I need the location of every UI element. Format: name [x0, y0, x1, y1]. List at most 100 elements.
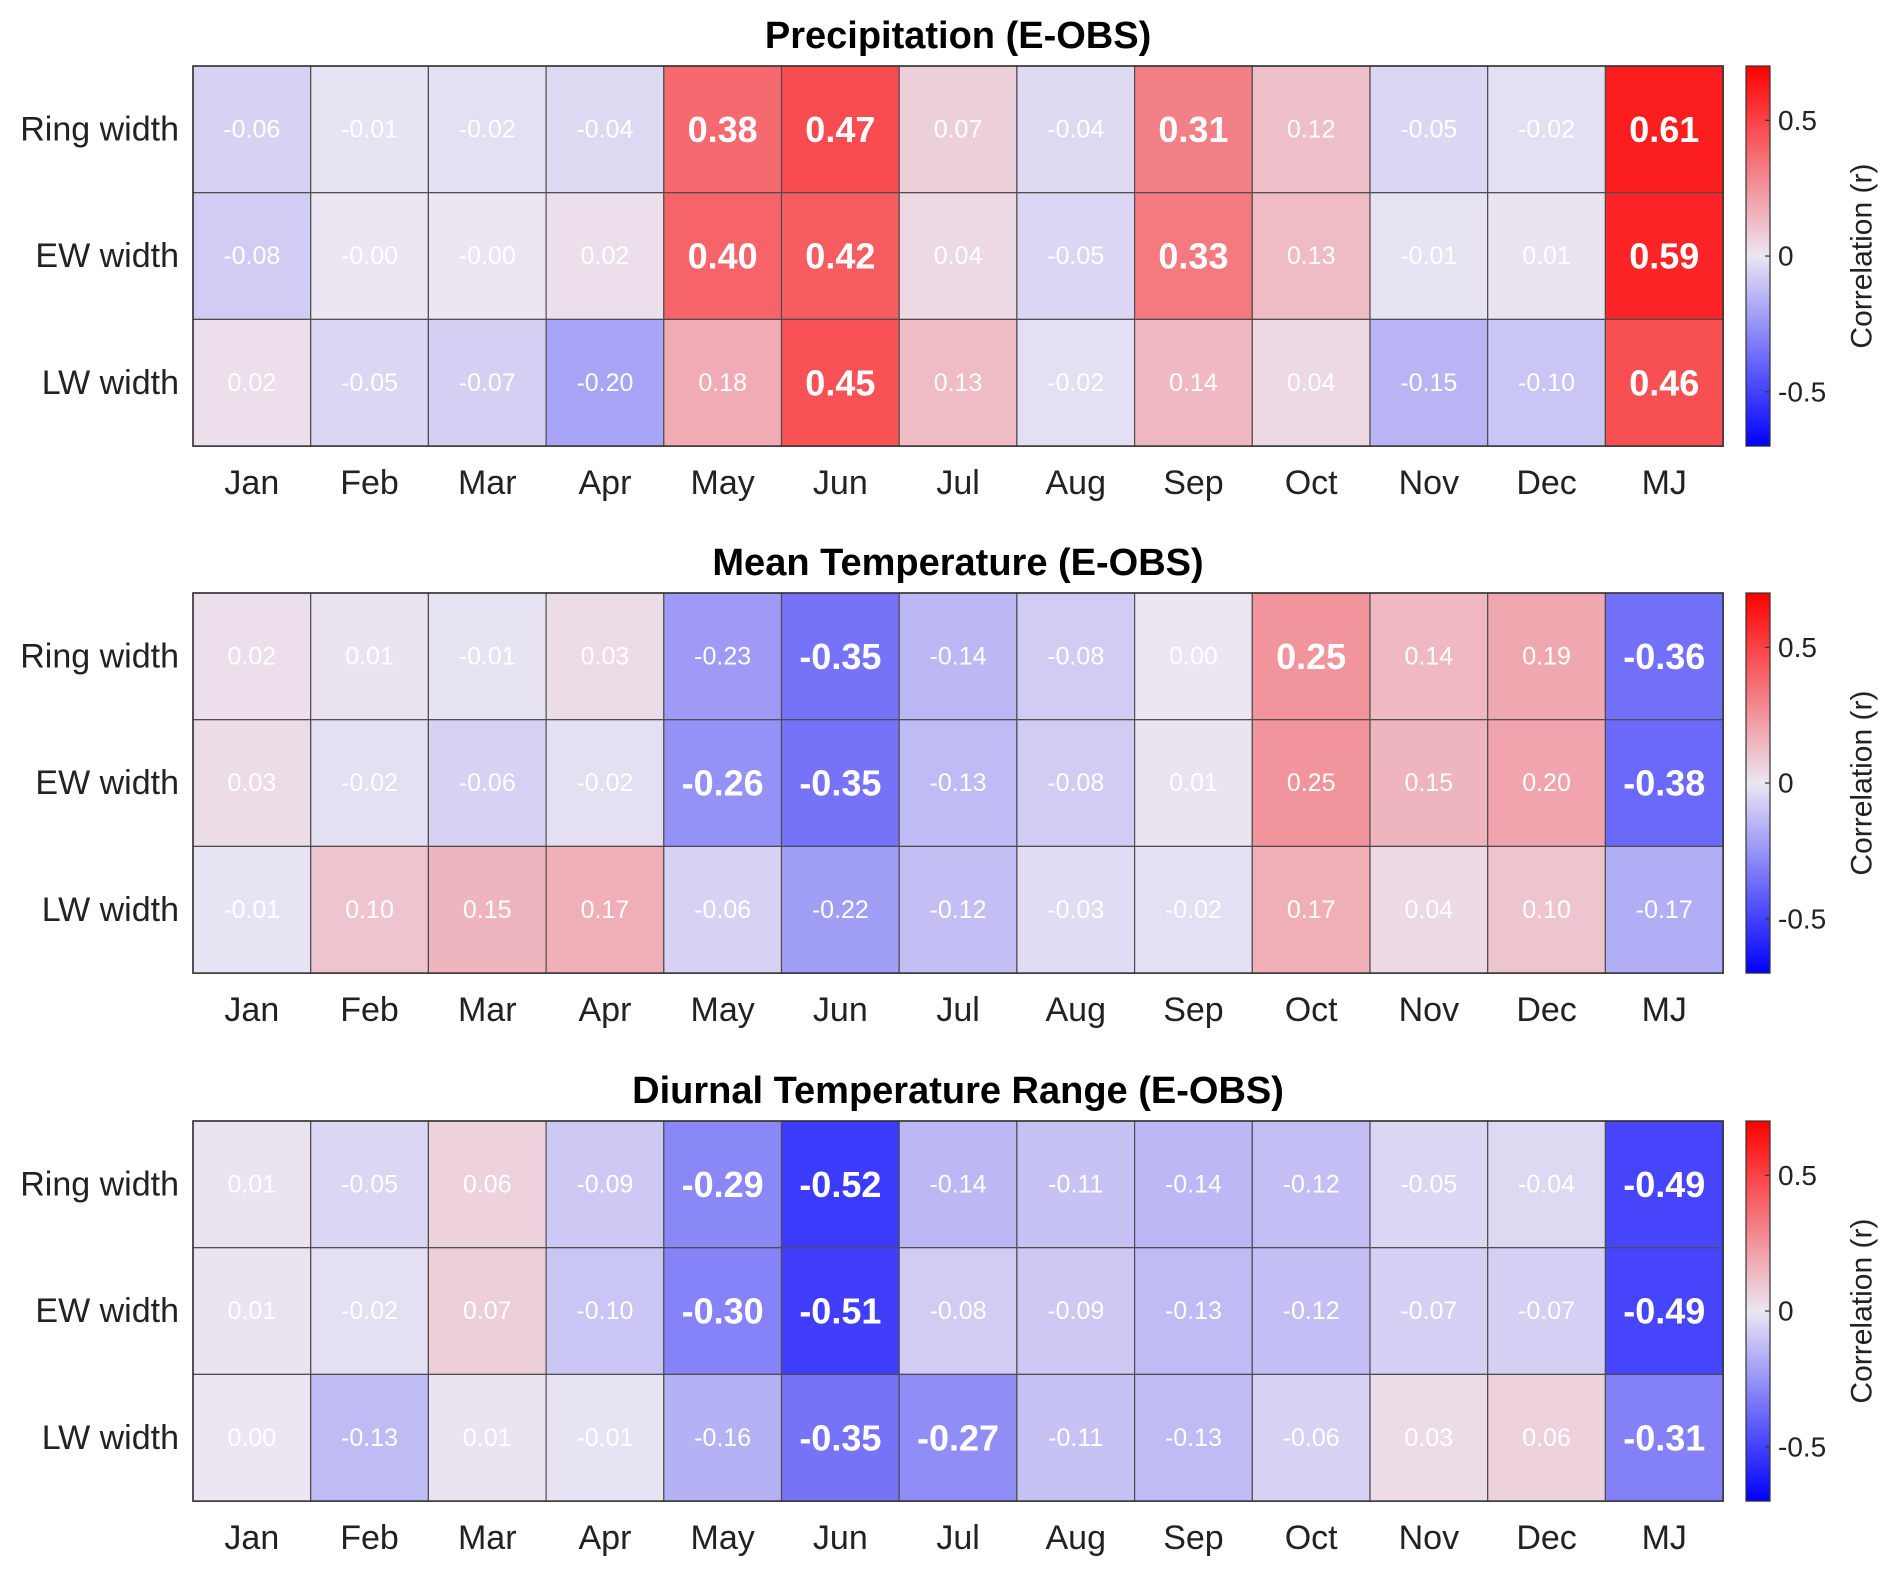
cell-value: 0.01: [228, 1170, 277, 1198]
panel-title: Mean Temperature (E-OBS): [712, 542, 1203, 584]
colorbar-tick-label: -0.5: [1778, 903, 1826, 934]
cell-value: 0.03: [228, 769, 277, 797]
cell-value: -0.20: [576, 369, 633, 397]
column-label: Sep: [1163, 991, 1224, 1029]
cell-value: 0.13: [934, 369, 983, 397]
heatmap-cell: [1016, 592, 1136, 721]
cell-value: 0.01: [1169, 769, 1218, 797]
heatmap-cell: [310, 719, 430, 848]
column-label: Jun: [813, 991, 868, 1029]
cell-value: 0.20: [1522, 769, 1571, 797]
heatmap-cell: [1604, 1120, 1724, 1249]
cell-value: 0.02: [228, 642, 277, 670]
cell-value: -0.11: [1048, 1424, 1103, 1452]
heatmap-cell: [1604, 318, 1724, 447]
heatmap-cell: [1487, 65, 1606, 194]
heatmap-cell: [1487, 719, 1606, 848]
column-label: Jul: [936, 1519, 979, 1557]
row-label: Ring width: [20, 110, 179, 148]
cell-value: 0.45: [805, 362, 875, 403]
heatmap-cell: [1251, 65, 1371, 194]
cell-value: -0.02: [1165, 896, 1222, 924]
colorbar-tick-label: -0.5: [1778, 376, 1826, 407]
cell-value: -0.16: [694, 1424, 751, 1452]
cell-value: -0.14: [930, 1170, 987, 1198]
heatmap-cell: [1016, 65, 1136, 194]
column-label: MJ: [1642, 991, 1687, 1029]
column-label: Jun: [813, 1519, 868, 1557]
cell-value: -0.09: [576, 1170, 633, 1198]
cell-value: 0.07: [934, 115, 983, 143]
heatmap-cell: [663, 1247, 783, 1375]
colorbar-label: Correlation (r): [1846, 164, 1879, 349]
cell-value: -0.49: [1623, 1291, 1705, 1332]
cell-value: -0.02: [459, 115, 516, 143]
cell-value: 0.19: [1522, 642, 1571, 670]
cell-value: -0.01: [223, 896, 280, 924]
cell-value: -0.02: [1518, 115, 1575, 143]
cell-value: -0.00: [341, 242, 398, 270]
column-label: May: [691, 991, 755, 1029]
column-label: Mar: [458, 1519, 517, 1557]
cell-value: 0.38: [688, 109, 758, 150]
cell-value: -0.07: [1400, 1297, 1457, 1325]
column-label: Oct: [1285, 464, 1338, 502]
heatmap-cell: [310, 1120, 430, 1249]
heatmap-cell: [663, 192, 783, 320]
cell-value: 0.15: [1405, 769, 1454, 797]
cell-value: -0.15: [1400, 369, 1457, 397]
heatmap-cell: [1133, 845, 1253, 974]
cell-value: -0.10: [576, 1297, 633, 1325]
cell-value: 0.06: [1522, 1424, 1571, 1452]
heatmap-cell: [310, 65, 430, 194]
cell-value: -0.13: [1165, 1424, 1222, 1452]
cell-value: -0.05: [1400, 115, 1457, 143]
cell-value: -0.01: [459, 642, 516, 670]
cell-value: 0.04: [934, 242, 983, 270]
column-label: Feb: [340, 991, 399, 1029]
cell-value: -0.01: [341, 115, 398, 143]
heatmap-cell: [1251, 719, 1371, 848]
heatmap-cell: [1369, 1247, 1489, 1375]
heatmap-cell: [427, 318, 547, 447]
heatmap-cell: [663, 719, 783, 848]
cell-value: 0.40: [688, 236, 758, 277]
column-label: Feb: [340, 464, 399, 502]
heatmap-cell: [1487, 1120, 1606, 1249]
heatmap-cell: [1251, 845, 1371, 974]
panel-3: Diurnal Temperature Range (E-OBS) 0.01 -0.…: [20, 1070, 1878, 1557]
cell-value: -0.06: [1283, 1424, 1340, 1452]
panel-title: Diurnal Temperature Range (E-OBS): [632, 1070, 1284, 1112]
cell-value: 0.25: [1287, 769, 1336, 797]
heatmap-cell: [1016, 1373, 1136, 1502]
heatmap-cell: [1133, 592, 1253, 721]
column-label: Jan: [224, 464, 279, 502]
heatmap-cell: [1251, 318, 1371, 447]
heatmap-cell: [310, 192, 430, 320]
cell-value: -0.14: [930, 642, 987, 670]
cell-value: -0.04: [576, 115, 633, 143]
cell-value: 0.12: [1287, 115, 1336, 143]
heatmap-cell: [192, 65, 312, 194]
heatmap-cell: [1487, 592, 1606, 721]
cell-value: -0.38: [1623, 763, 1705, 804]
cell-value: -0.27: [917, 1417, 999, 1458]
cell-value: -0.07: [459, 369, 516, 397]
heatmap-cell: [1133, 1120, 1253, 1249]
row-label: EW width: [35, 237, 179, 275]
cell-value: -0.12: [1283, 1170, 1340, 1198]
cell-value: -0.14: [1165, 1170, 1222, 1198]
colorbar-tick-label: -0.5: [1778, 1431, 1826, 1462]
heatmap-cell: [427, 1247, 547, 1375]
cell-value: -0.23: [694, 642, 751, 670]
column-label: Aug: [1046, 1519, 1107, 1557]
cell-value: 0.10: [1522, 896, 1571, 924]
column-label: Jan: [224, 991, 279, 1029]
column-label: Dec: [1516, 991, 1576, 1029]
cell-value: -0.00: [459, 242, 516, 270]
heatmap-cell: [427, 192, 547, 320]
row-label: EW width: [35, 764, 179, 802]
colorbar-tick-label: 0.5: [1778, 632, 1817, 663]
heatmap-cell: [1487, 1373, 1606, 1502]
heatmap-cell: [1369, 845, 1489, 974]
